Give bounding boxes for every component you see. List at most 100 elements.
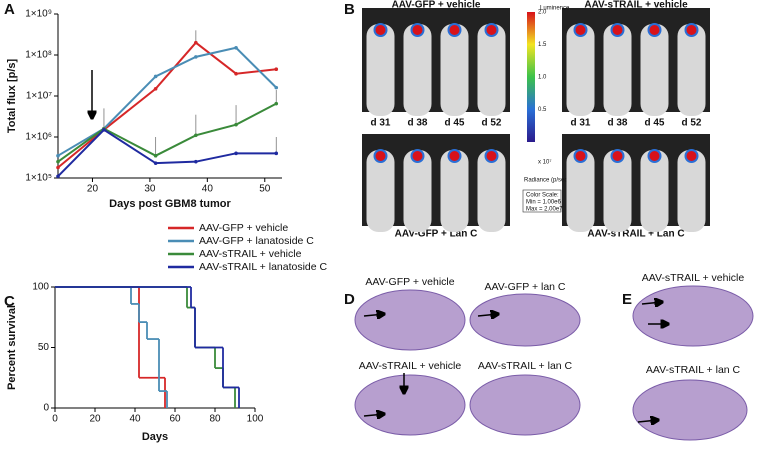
x-tick-label: 80 (209, 414, 221, 425)
signal (573, 23, 588, 37)
point (194, 133, 198, 138)
y-tick-label: 1×10⁸ (25, 50, 52, 61)
mouse (640, 24, 669, 116)
point (274, 151, 279, 156)
point (102, 127, 106, 132)
mouse (603, 150, 632, 232)
brain-section (632, 285, 754, 347)
brain-section (469, 293, 581, 347)
colorbar-exponent: x 10⁷ (538, 159, 552, 166)
signal (410, 23, 425, 37)
y-tick-label: 0 (43, 403, 49, 414)
section-label: AAV-GFP + vehicle (365, 276, 454, 288)
panel-letter: E (622, 291, 632, 308)
colorbar-title: Luminence (540, 6, 570, 12)
y-tick-label: 1×10⁷ (26, 91, 53, 102)
y-axis-label: Percent survival (6, 305, 18, 390)
section-label: AAV-sTRAIL + vehicle (359, 360, 462, 372)
day-label: d 52 (481, 118, 501, 129)
image-label: AAV-sTRAIL + vehicle (584, 0, 688, 11)
signal (447, 149, 462, 163)
point (56, 153, 60, 158)
mouse (566, 150, 595, 232)
y-tick-label: 1×10⁶ (25, 132, 52, 143)
point (234, 151, 238, 156)
signal (373, 23, 388, 37)
section-label: AAV-GFP + lan C (484, 281, 565, 293)
image-label: AAV-GFP + Lan C (395, 229, 478, 240)
x-tick-label: 20 (87, 184, 99, 195)
arrow (477, 314, 498, 316)
point (153, 86, 158, 91)
point (56, 159, 60, 164)
signal (647, 23, 662, 37)
x-tick-label: 100 (247, 414, 264, 425)
scale-text: Max = 2.00e7 (526, 207, 563, 213)
colorbar (527, 12, 535, 142)
colorbar-unit: Radiance (p/sec/cm²/sr) (524, 178, 588, 184)
panel-letter: D (344, 291, 355, 308)
section-label: AAV-sTRAIL + lan C (646, 364, 741, 376)
mouse (366, 150, 395, 232)
signal (610, 149, 625, 163)
point (194, 55, 198, 59)
colorbar-tick: 0.5 (538, 107, 547, 113)
panel-letter: C (4, 293, 15, 310)
day-label: d 45 (644, 118, 664, 129)
scale-box (522, 189, 562, 213)
signal (410, 149, 425, 163)
x-tick-label: 0 (52, 414, 58, 425)
mouse (440, 150, 469, 232)
legend-label: AAV-GFP + vehicle (199, 222, 288, 234)
brain-section (354, 289, 466, 351)
day-label: d 31 (570, 118, 590, 129)
point (153, 153, 158, 158)
mouse (403, 150, 432, 232)
mouse (440, 24, 469, 116)
series-line (57, 102, 277, 163)
point (194, 159, 198, 164)
point (56, 165, 60, 170)
mouse (477, 24, 506, 116)
x-tick-label: 50 (259, 184, 271, 195)
arrow (363, 414, 384, 416)
arrow (363, 314, 384, 316)
brain-section (354, 374, 466, 436)
x-tick-label: 40 (202, 184, 214, 195)
signal (684, 23, 699, 37)
point (234, 45, 238, 50)
y-axis-label: Total flux [p/s] (6, 58, 18, 133)
arrow (641, 302, 662, 304)
day-label: d 38 (607, 118, 627, 129)
mouse (677, 150, 706, 232)
x-tick-label: 20 (89, 414, 101, 425)
mouse (366, 24, 395, 116)
signal (447, 23, 462, 37)
point (56, 174, 60, 179)
mouse (566, 24, 595, 116)
mouse (640, 150, 669, 232)
scale-text: Color Scale: (526, 193, 559, 199)
signal (647, 149, 662, 163)
signal (373, 149, 388, 163)
brain-section (632, 379, 748, 441)
image-label: AAV-sTRAIL + Lan C (587, 229, 684, 240)
y-tick-label: 1×10⁹ (25, 9, 52, 20)
point (194, 40, 198, 45)
day-label: d 52 (681, 118, 701, 129)
y-tick-label: 100 (32, 282, 49, 293)
brain-section (469, 374, 581, 436)
point (274, 85, 279, 90)
x-tick-label: 40 (129, 414, 141, 425)
y-tick-label: 1×10⁵ (25, 173, 52, 184)
signal (484, 149, 499, 163)
legend-label: AAV-GFP + lanatoside C (199, 235, 314, 247)
day-label: d 31 (370, 118, 390, 129)
legend-label: AAV-sTRAIL + lanatoside C (199, 261, 328, 273)
signal (684, 149, 699, 163)
image-label: AAV-GFP + vehicle (392, 0, 481, 11)
colorbar-tick: 1.5 (538, 42, 547, 48)
x-tick-label: 60 (169, 414, 181, 425)
section-label: AAV-sTRAIL + vehicle (642, 272, 745, 284)
